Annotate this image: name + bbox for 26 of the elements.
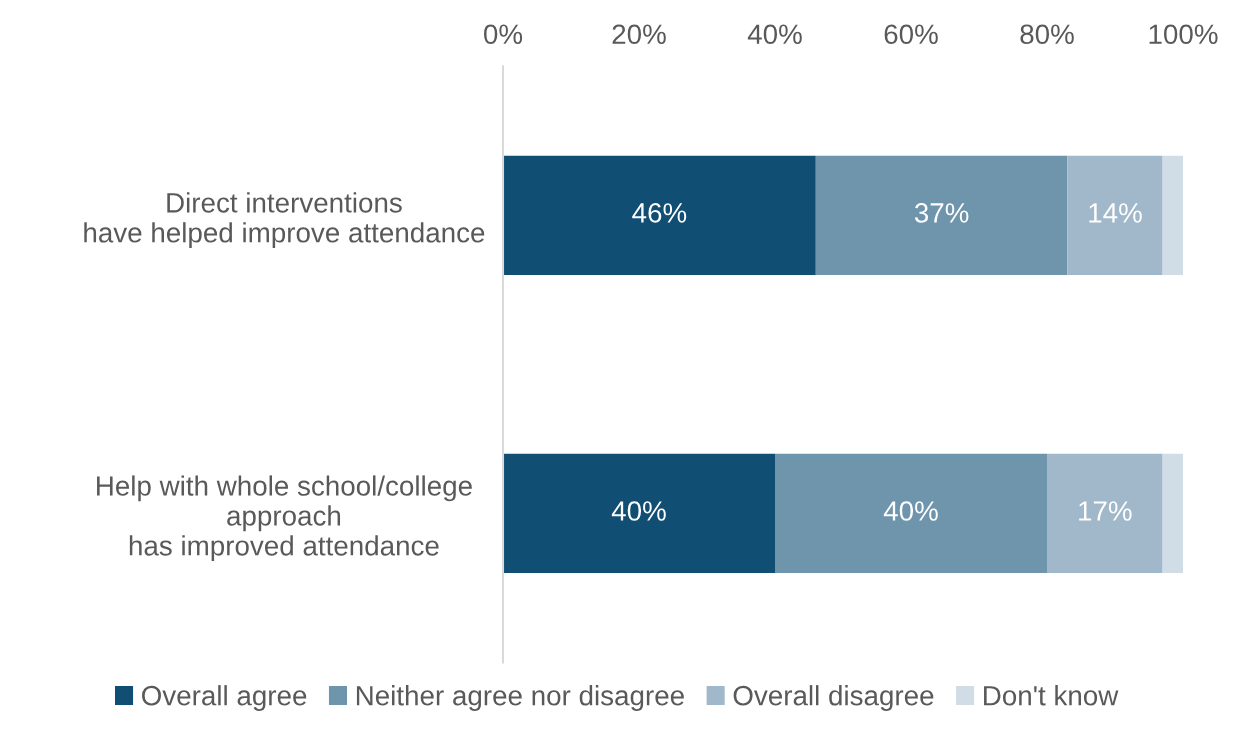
data-label: 40% [883,501,938,521]
bar [815,155,1068,275]
x-tick-label: 60% [884,24,938,45]
data-label: 14% [1089,203,1142,223]
legend-label: Don't know [984,685,1119,706]
bar [503,155,816,275]
x-tick-label: 80% [1020,24,1074,45]
legend-label: Neither agree nor disagree [356,685,684,711]
x-tick-label: 40% [747,24,802,45]
data-label: 37% [914,203,969,223]
data-label: 40% [611,501,666,521]
bar [1162,155,1183,275]
legend-label: Overall disagree [733,685,934,711]
legend-label: Overall agree [142,685,307,711]
x-tick-label: 100% [1149,24,1218,45]
bar [503,453,775,573]
data-label: 17% [1079,501,1132,521]
bar [1067,155,1163,275]
x-tick-label: 0% [484,24,523,45]
data-label: 46% [632,203,687,223]
y-tick-label: Help with whole school/college approach has improved attendance [97,475,472,562]
bar [775,453,1047,573]
x-tick-label: 20% [612,24,666,45]
y-tick-label: Direct interventions have helped improve attendance [84,192,485,249]
bar [1047,453,1163,573]
bar [1162,453,1183,573]
